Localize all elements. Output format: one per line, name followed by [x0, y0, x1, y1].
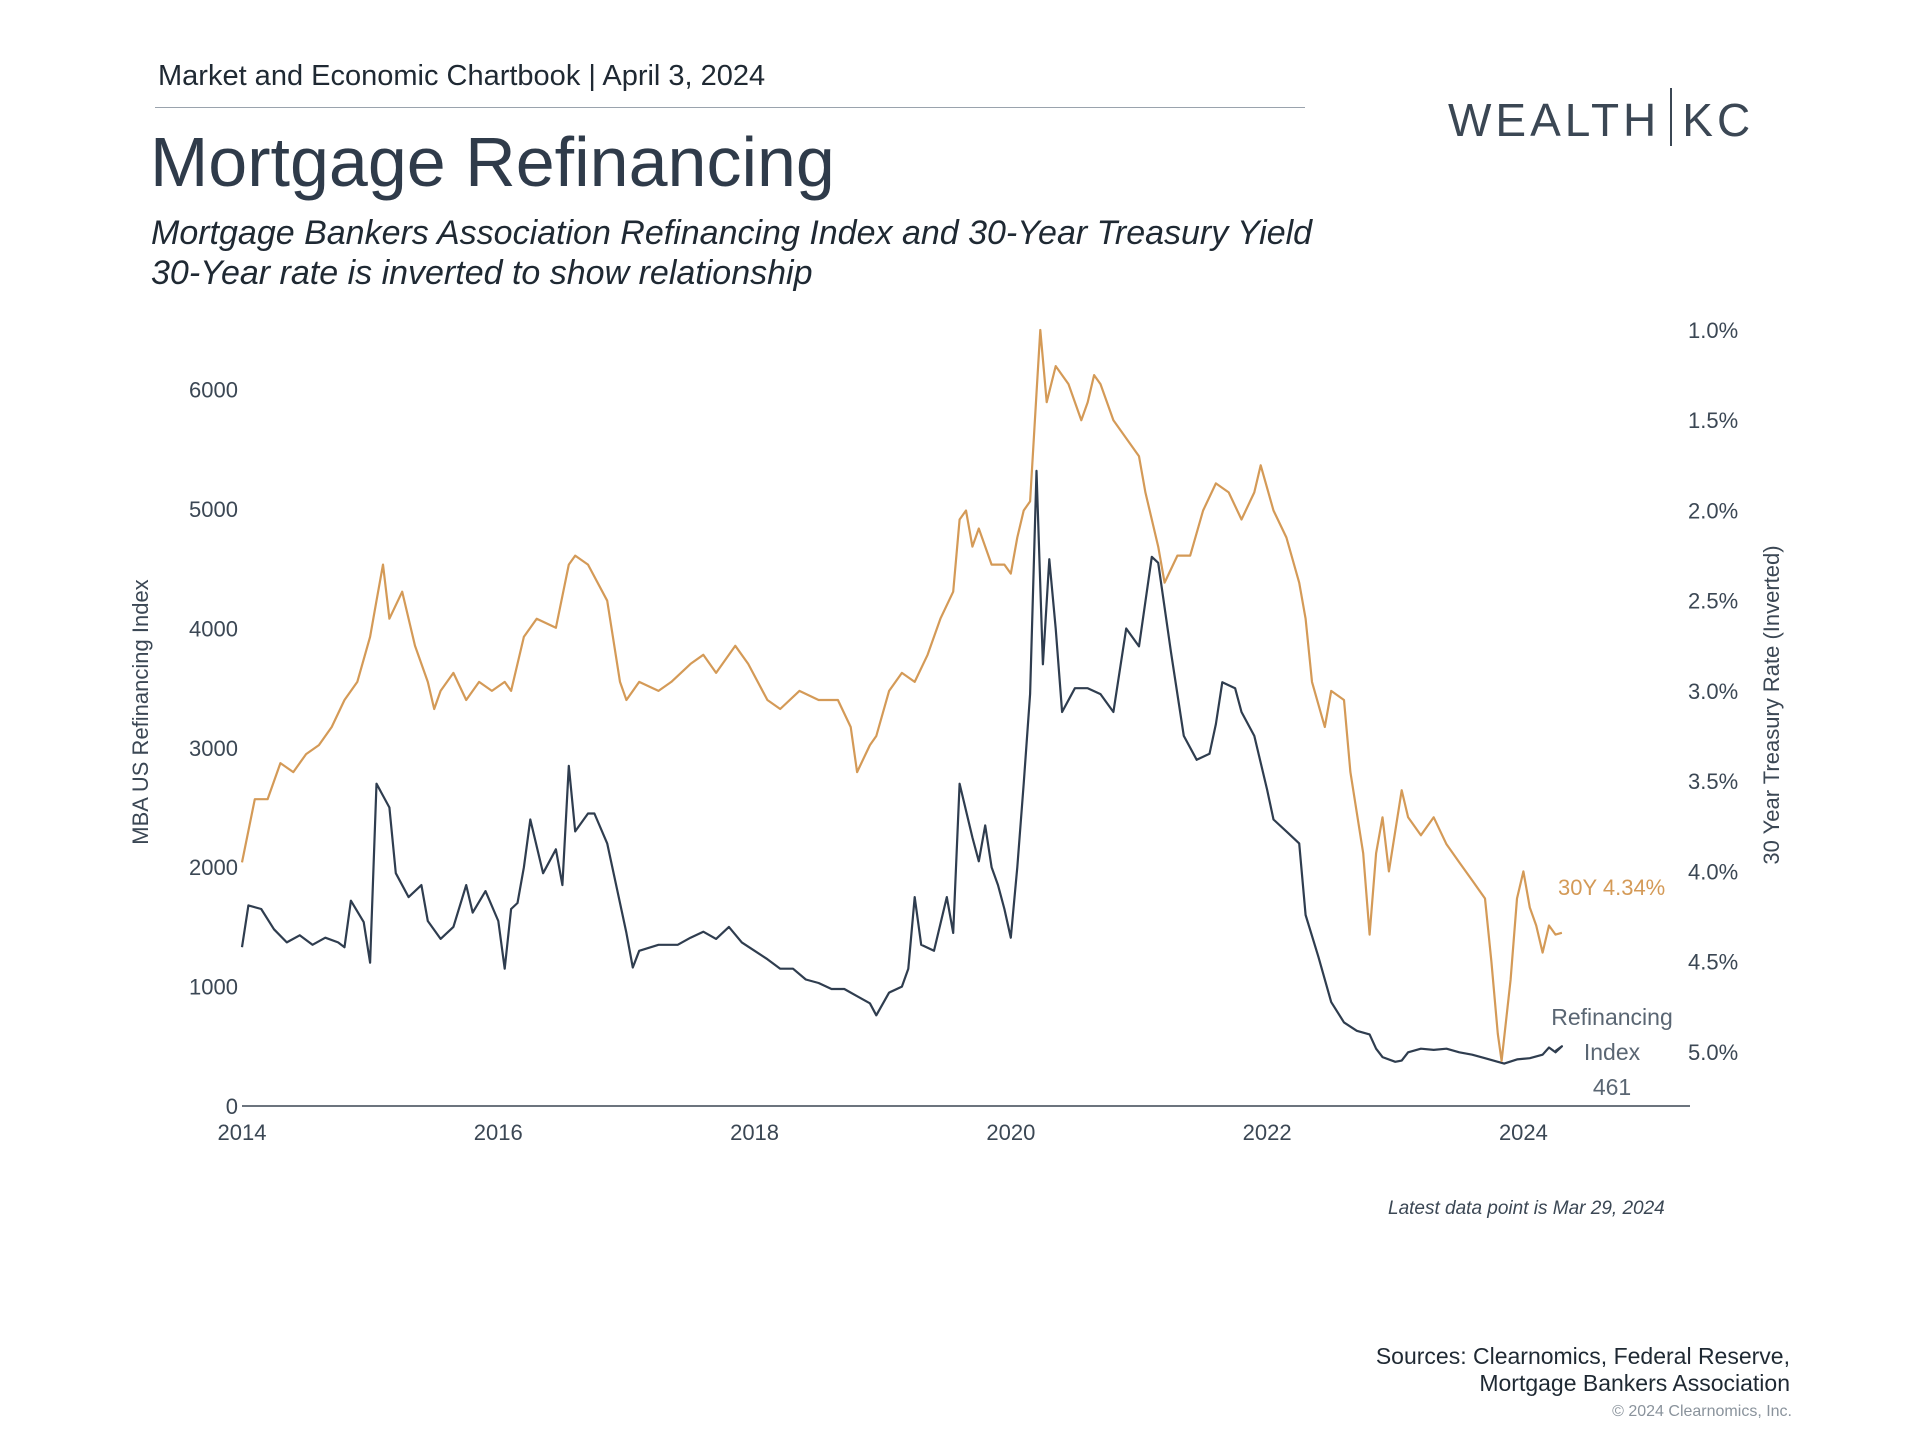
y-left-tick-label: 5000	[189, 497, 238, 522]
y-right-tick-label: 5.0%	[1688, 1040, 1738, 1065]
y-right-tick-label: 2.5%	[1688, 589, 1738, 614]
latest-data-note: Latest data point is Mar 29, 2024	[1388, 1198, 1665, 1219]
sources: Sources: Clearnomics, Federal Reserve, M…	[1376, 1343, 1790, 1397]
sources-line-2: Mortgage Bankers Association	[1479, 1370, 1790, 1396]
page-title: Mortgage Refinancing	[150, 123, 835, 201]
y-right-tick-label: 4.5%	[1688, 950, 1738, 975]
y-left-tick-label: 2000	[189, 855, 238, 880]
x-tick-label: 2016	[474, 1120, 523, 1145]
y-left-axis-title: MBA US Refinancing Index	[128, 579, 153, 844]
y-right-tick-label: 3.0%	[1688, 679, 1738, 704]
y-right-tick-label: 1.0%	[1688, 318, 1738, 343]
rate-annotation: 30Y 4.34%	[1558, 875, 1665, 900]
y-left-tick-label: 4000	[189, 616, 238, 641]
treasury-30y-line	[240, 328, 1563, 1063]
x-tick-label: 2014	[218, 1120, 267, 1145]
y-right-axis-title: 30 Year Treasury Rate (Inverted)	[1759, 545, 1784, 864]
y-right-tick-label: 3.5%	[1688, 769, 1738, 794]
refinancing-index-line	[240, 469, 1564, 1065]
index-annotation-line-1: Refinancing	[1551, 1004, 1672, 1030]
logo-left: WEALTH	[1448, 94, 1661, 146]
index-annotation-line-3: 461	[1593, 1074, 1631, 1100]
logo-right: KC	[1682, 94, 1755, 146]
logo-separator	[1670, 88, 1673, 146]
y-left-tick-label: 6000	[189, 378, 238, 403]
x-tick-label: 2024	[1499, 1120, 1548, 1145]
chart-subtitle: Mortgage Bankers Association Refinancing…	[151, 214, 1313, 252]
y-left-tick-label: 3000	[189, 736, 238, 761]
x-tick-label: 2018	[730, 1120, 779, 1145]
chart-subtitle-2: 30-Year rate is inverted to show relatio…	[151, 254, 813, 292]
y-left-tick-label: 0	[226, 1094, 238, 1119]
header-divider	[155, 107, 1305, 108]
y-right-tick-label: 1.5%	[1688, 408, 1738, 433]
wealthkc-logo: WEALTH KC	[1448, 88, 1754, 147]
copyright: © 2024 Clearnomics, Inc.	[1612, 1403, 1792, 1420]
x-tick-label: 2020	[986, 1120, 1035, 1145]
y-left-tick-label: 1000	[189, 975, 238, 1000]
y-right-tick-label: 2.0%	[1688, 498, 1738, 523]
chartbook-header: Market and Economic Chartbook | April 3,…	[158, 60, 766, 92]
sources-line-1: Sources: Clearnomics, Federal Reserve,	[1375, 1343, 1790, 1369]
x-tick-label: 2022	[1243, 1120, 1292, 1145]
index-annotation-line-2: Index	[1584, 1039, 1641, 1065]
y-right-tick-label: 4.0%	[1688, 859, 1738, 884]
